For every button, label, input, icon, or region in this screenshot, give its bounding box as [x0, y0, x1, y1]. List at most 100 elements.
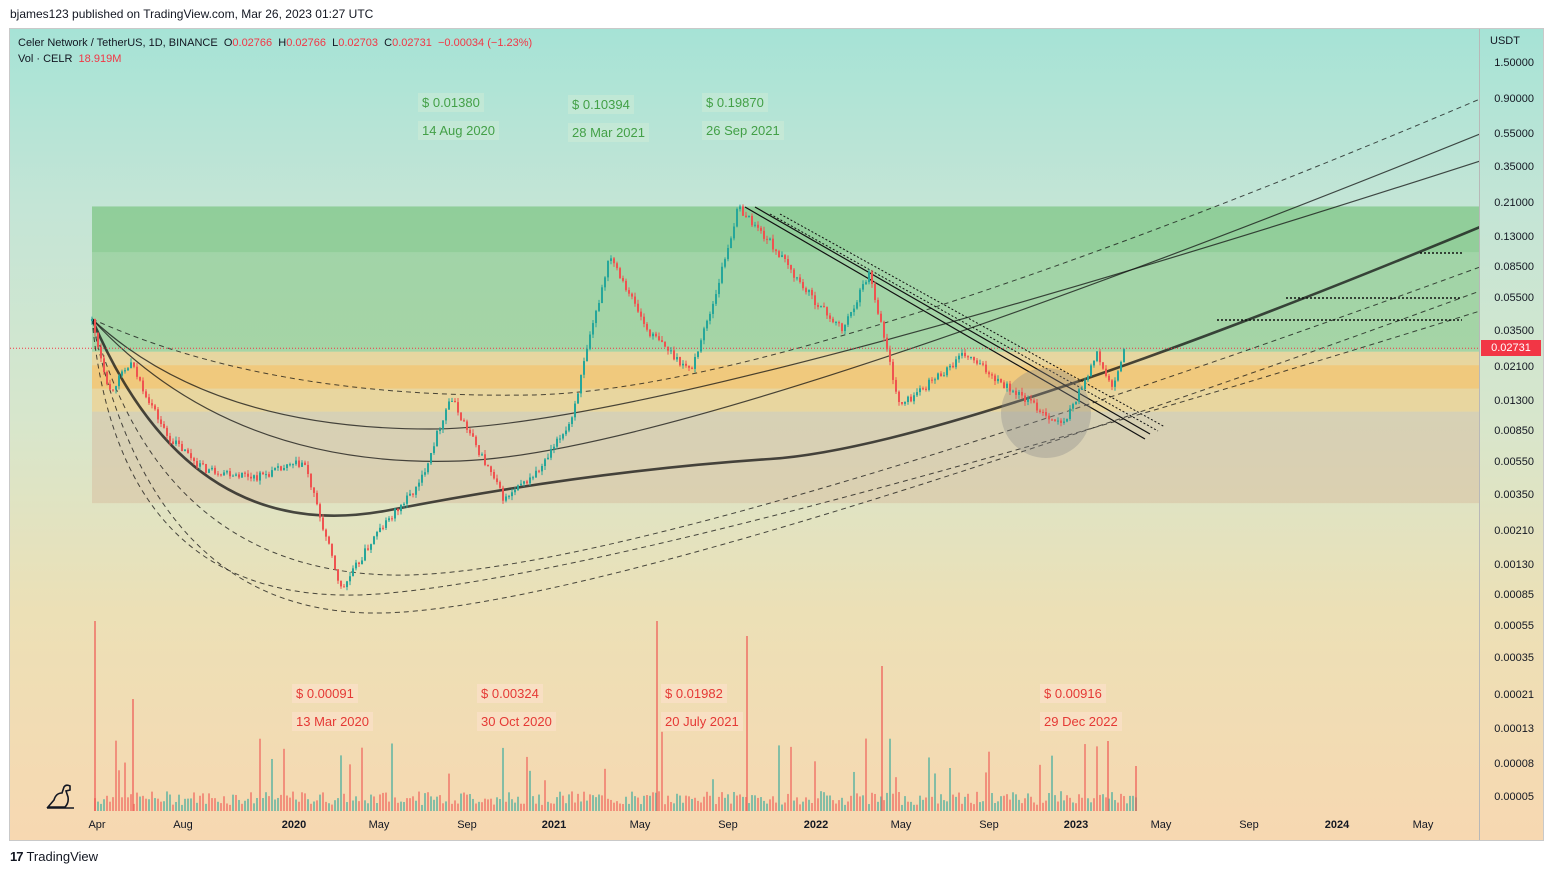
- volume-bar: [430, 796, 432, 811]
- volume-bar: [895, 777, 897, 811]
- zone-green-light: [92, 252, 1479, 352]
- candle-body: [127, 368, 129, 371]
- annotation-high-price-1[interactable]: $ 0.01380: [418, 93, 484, 112]
- volume-bar: [268, 796, 270, 811]
- volume-bar: [622, 804, 624, 811]
- volume-bar: [1075, 803, 1077, 811]
- candle-body: [1117, 371, 1119, 381]
- volume-bar: [1117, 802, 1119, 811]
- volume-bar: [832, 800, 834, 811]
- annotation-low-price-2[interactable]: $ 0.00324: [477, 684, 543, 703]
- candle-body: [358, 562, 360, 565]
- candle-body: [445, 409, 447, 421]
- candle-body: [619, 268, 621, 279]
- candle-body: [646, 323, 648, 330]
- volume-bar: [181, 804, 183, 811]
- volume-bar: [562, 795, 564, 811]
- volume-bar: [829, 795, 831, 811]
- volume-bar: [931, 796, 933, 811]
- volume-bar: [451, 803, 453, 811]
- volume-bar: [535, 803, 537, 811]
- candle-body: [718, 282, 720, 295]
- candle-body: [259, 472, 261, 481]
- y-tick-label: 0.00350: [1494, 488, 1534, 501]
- footer[interactable]: 17 TradingView: [10, 849, 98, 864]
- annotation-high-date-2[interactable]: 28 Mar 2021: [568, 123, 649, 142]
- annotation-high-date-1[interactable]: 14 Aug 2020: [418, 121, 500, 140]
- candle-body: [835, 322, 837, 324]
- plot-area[interactable]: Celer Network / TetherUS, 1D, BINANCE O0…: [10, 29, 1479, 840]
- volume-bar: [1030, 796, 1032, 811]
- volume-bar: [346, 802, 348, 811]
- volume-bar: [994, 802, 996, 811]
- volume-bar: [580, 801, 582, 811]
- candle-body: [202, 463, 204, 465]
- volume-bar: [1081, 797, 1083, 811]
- volume-bar: [631, 791, 633, 811]
- candle-body: [814, 295, 816, 306]
- candle-body: [577, 393, 579, 404]
- annotation-low-price-1[interactable]: $ 0.00091: [292, 684, 358, 703]
- candle-body: [535, 470, 537, 478]
- volume-bar: [775, 802, 777, 811]
- volume-bar: [913, 804, 915, 811]
- legend-l-label: L: [332, 37, 339, 49]
- annotation-low-date-2[interactable]: 30 Oct 2020: [477, 712, 556, 731]
- candle-body: [352, 568, 354, 577]
- candle-body: [247, 473, 249, 477]
- candle-body: [721, 266, 723, 283]
- legend-vol-value: 18.919M: [78, 53, 122, 65]
- volume-bar: [1135, 766, 1137, 811]
- volume-bar: [811, 803, 813, 811]
- volume-bar: [151, 791, 153, 811]
- volume-bar: [556, 797, 558, 811]
- annotation-low-date-1[interactable]: 13 Mar 2020: [292, 712, 373, 731]
- volume-bar: [529, 770, 531, 811]
- annotation-high-date-3[interactable]: 26 Sep 2021: [702, 121, 784, 140]
- candle-body: [703, 328, 705, 341]
- candle-body: [592, 323, 594, 335]
- candle-body: [865, 282, 867, 285]
- candle-body: [685, 363, 687, 366]
- annotation-low-date-4[interactable]: 29 Dec 2022: [1040, 712, 1122, 731]
- candle-body: [952, 365, 954, 368]
- volume-bar: [361, 747, 363, 811]
- candle-body: [493, 472, 495, 479]
- candle-body: [904, 402, 906, 404]
- volume-bar: [565, 803, 567, 811]
- candle-body: [1114, 380, 1116, 387]
- candle-body: [409, 493, 411, 496]
- annotation-high-price-2[interactable]: $ 0.10394: [568, 95, 634, 114]
- volume-bar: [202, 793, 204, 811]
- volume-bar: [364, 800, 366, 811]
- candle-body: [751, 215, 753, 226]
- candle-body: [988, 372, 990, 375]
- trend-line: [754, 206, 1151, 435]
- annotation-low-price-3[interactable]: $ 0.01982: [661, 684, 727, 703]
- candle-body: [763, 230, 765, 239]
- fan-arc: [91, 160, 1479, 430]
- y-tick-label: 0.00021: [1494, 688, 1534, 701]
- candle-body: [442, 420, 444, 430]
- volume-bar: [244, 800, 246, 811]
- fan-arc: [91, 266, 1479, 576]
- legend-vol-label[interactable]: Vol · CELR: [18, 53, 73, 65]
- candle-body: [340, 580, 342, 587]
- volume-bar: [262, 798, 264, 811]
- x-tick-label: May: [890, 819, 912, 831]
- legend-symbol[interactable]: Celer Network / TetherUS, 1D, BINANCE: [18, 37, 218, 49]
- volume-bar: [232, 794, 234, 811]
- price-axis[interactable]: USDT 1.50000 0.90000 0.55000 0.35000 0.21000…: [1479, 29, 1543, 840]
- candle-body: [1123, 349, 1125, 362]
- annotation-low-date-3[interactable]: 20 July 2021: [661, 712, 743, 731]
- volume-bar: [460, 793, 462, 811]
- volume-bar: [517, 796, 519, 811]
- candle-body: [1069, 408, 1071, 420]
- candle-body: [529, 477, 531, 484]
- volume-bar: [163, 801, 165, 811]
- volume-bar: [544, 780, 546, 811]
- annotation-low-price-4[interactable]: $ 0.00916: [1040, 684, 1106, 703]
- legend-open: 0.02766: [232, 37, 273, 49]
- volume-bar: [733, 791, 735, 811]
- annotation-high-price-3[interactable]: $ 0.19870: [702, 93, 768, 112]
